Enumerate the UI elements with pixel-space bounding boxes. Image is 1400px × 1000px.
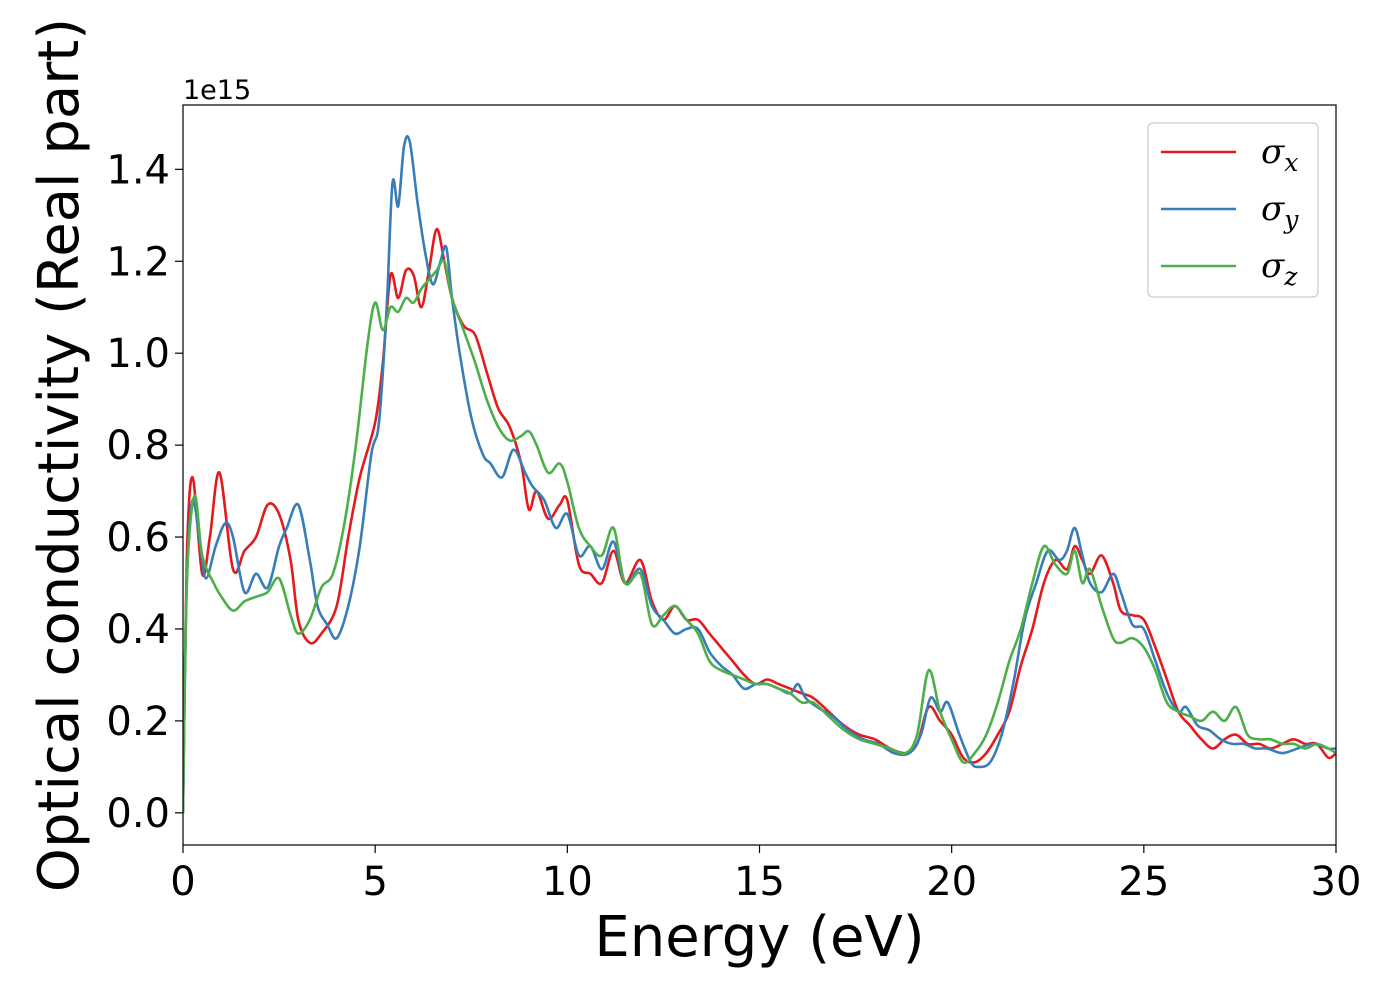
y-tick-label: 1.0 (106, 331, 170, 377)
x-tick-label: 5 (362, 859, 387, 905)
y-axis-offset-text: 1e15 (183, 75, 251, 106)
y-axis: 0.0 0.2 0.4 0.6 0.8 1.0 1.2 1.4 (106, 147, 183, 837)
x-axis-title: Energy (eV) (594, 905, 924, 970)
x-tick-label: 10 (542, 859, 593, 905)
y-tick-label: 0.0 (106, 791, 170, 837)
y-tick-label: 1.2 (106, 239, 170, 285)
legend-label: σy (1261, 189, 1299, 234)
legend-label-symbol: σ (1261, 246, 1285, 286)
x-tick-label: 15 (734, 859, 785, 905)
y-tick-label: 1.4 (106, 147, 170, 193)
legend-label-symbol: σ (1261, 189, 1285, 229)
legend-label-subscript: x (1284, 148, 1298, 177)
series-layer (183, 135, 1336, 813)
legend-item-sigma-x: σx (1161, 132, 1298, 177)
y-tick-label: 0.4 (106, 607, 170, 653)
x-tick-label: 0 (170, 859, 195, 905)
legend-label-subscript: y (1283, 205, 1299, 234)
legend-label: σx (1261, 132, 1298, 177)
x-axis: 0 5 10 15 20 25 30 (170, 845, 1361, 905)
legend-label-subscript: z (1283, 262, 1298, 291)
legend-item-sigma-y: σy (1161, 189, 1299, 234)
y-tick-label: 0.2 (106, 699, 170, 745)
x-tick-label: 20 (926, 859, 977, 905)
y-axis-title: Optical conductivity (Real part) (27, 18, 92, 892)
series-line-sigma-z (183, 258, 1336, 813)
series-line-sigma-x (183, 227, 1336, 813)
x-tick-label: 30 (1311, 859, 1362, 905)
y-tick-label: 0.8 (106, 423, 170, 469)
y-tick-label: 0.6 (106, 515, 170, 561)
legend-item-sigma-z: σz (1161, 246, 1298, 291)
series-line-sigma-y (183, 135, 1336, 813)
legend-label: σz (1261, 246, 1298, 291)
legend-label-symbol: σ (1261, 132, 1285, 172)
x-tick-label: 25 (1118, 859, 1169, 905)
